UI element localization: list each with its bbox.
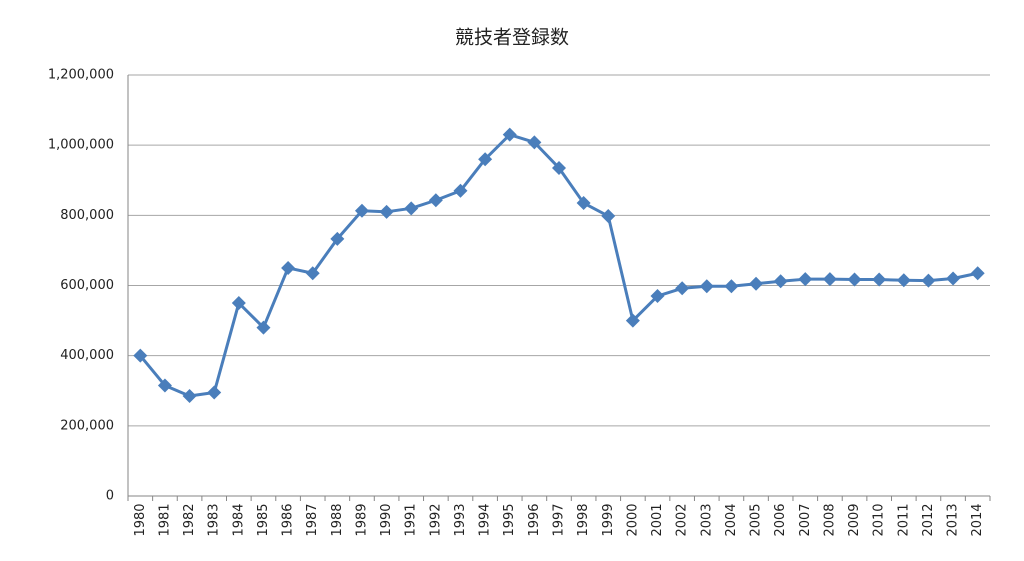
x-tick-label: 1980 [133, 503, 148, 536]
data-point [133, 348, 148, 363]
data-point [330, 231, 345, 246]
data-point [354, 203, 369, 218]
data-point [305, 266, 320, 281]
data-point [428, 193, 443, 208]
data-point [847, 272, 862, 287]
data-point [231, 296, 246, 311]
x-tick-label: 1998 [576, 503, 591, 536]
data-point [576, 196, 591, 211]
x-tick-label: 1983 [207, 503, 222, 536]
data-point [527, 135, 542, 150]
data-point [872, 272, 887, 287]
data-point [404, 201, 419, 216]
data-point [256, 320, 271, 335]
x-tick-label: 1992 [428, 503, 443, 536]
data-point [182, 389, 197, 404]
data-point [625, 313, 640, 328]
y-tick-label: 1,200,000 [48, 68, 114, 83]
x-tick-label: 2013 [946, 503, 961, 536]
x-tick-label: 1991 [404, 503, 419, 536]
data-point [281, 260, 296, 275]
x-tick-label: 2009 [847, 503, 862, 536]
data-point [157, 378, 172, 393]
y-tick-label: 1,000,000 [48, 138, 114, 153]
x-tick-label: 2003 [699, 503, 714, 536]
data-point [453, 183, 468, 198]
y-tick-label: 0 [106, 489, 114, 504]
data-point [552, 160, 566, 175]
y-tick-label: 200,000 [60, 418, 114, 433]
x-tick-label: 2004 [724, 503, 739, 536]
data-point [773, 274, 788, 289]
data-point [946, 271, 961, 286]
data-point [478, 152, 493, 167]
data-point [502, 127, 517, 142]
x-tick-label: 1984 [231, 503, 246, 536]
data-point [379, 204, 394, 219]
x-tick-label: 1997 [552, 503, 567, 536]
x-tick-label: 1988 [330, 503, 345, 536]
x-tick-label: 1986 [281, 503, 296, 536]
y-tick-label: 400,000 [60, 348, 114, 363]
data-point [822, 272, 837, 287]
x-tick-label: 1994 [478, 503, 493, 536]
y-tick-label: 600,000 [60, 278, 114, 293]
x-tick-label: 2010 [872, 503, 887, 536]
x-tick-label: 1981 [157, 503, 172, 536]
chart-title: 競技者登録数 [455, 27, 569, 49]
data-point [650, 289, 665, 304]
data-point [970, 266, 985, 281]
data-point [724, 279, 739, 294]
x-tick-label: 1989 [354, 503, 369, 536]
x-tick-label: 2008 [822, 503, 837, 536]
data-point [798, 272, 813, 287]
x-tick-label: 1985 [256, 503, 271, 536]
x-tick-label: 2001 [650, 503, 665, 536]
x-tick-label: 1990 [379, 503, 394, 536]
x-tick-label: 1995 [502, 503, 517, 536]
x-tick-label: 2011 [896, 503, 911, 536]
x-tick-label: 1982 [182, 503, 197, 536]
data-point [749, 276, 764, 291]
x-tick-label: 2005 [749, 503, 764, 536]
y-tick-label: 800,000 [60, 208, 114, 223]
data-point [207, 385, 222, 400]
data-point [921, 273, 936, 288]
data-point [675, 281, 690, 296]
x-tick-label: 1999 [601, 503, 616, 536]
x-tick-label: 1993 [453, 503, 468, 536]
x-tick-label: 2002 [675, 503, 690, 536]
x-tick-label: 2000 [625, 503, 640, 536]
x-tick-label: 2014 [970, 503, 985, 536]
x-tick-label: 2012 [921, 503, 936, 536]
data-point [601, 209, 616, 224]
x-tick-label: 2007 [798, 503, 813, 536]
data-point [896, 273, 911, 288]
x-tick-label: 1996 [527, 503, 542, 536]
data-point [699, 279, 714, 294]
x-tick-label: 1987 [305, 503, 320, 536]
x-tick-label: 2006 [773, 503, 788, 536]
